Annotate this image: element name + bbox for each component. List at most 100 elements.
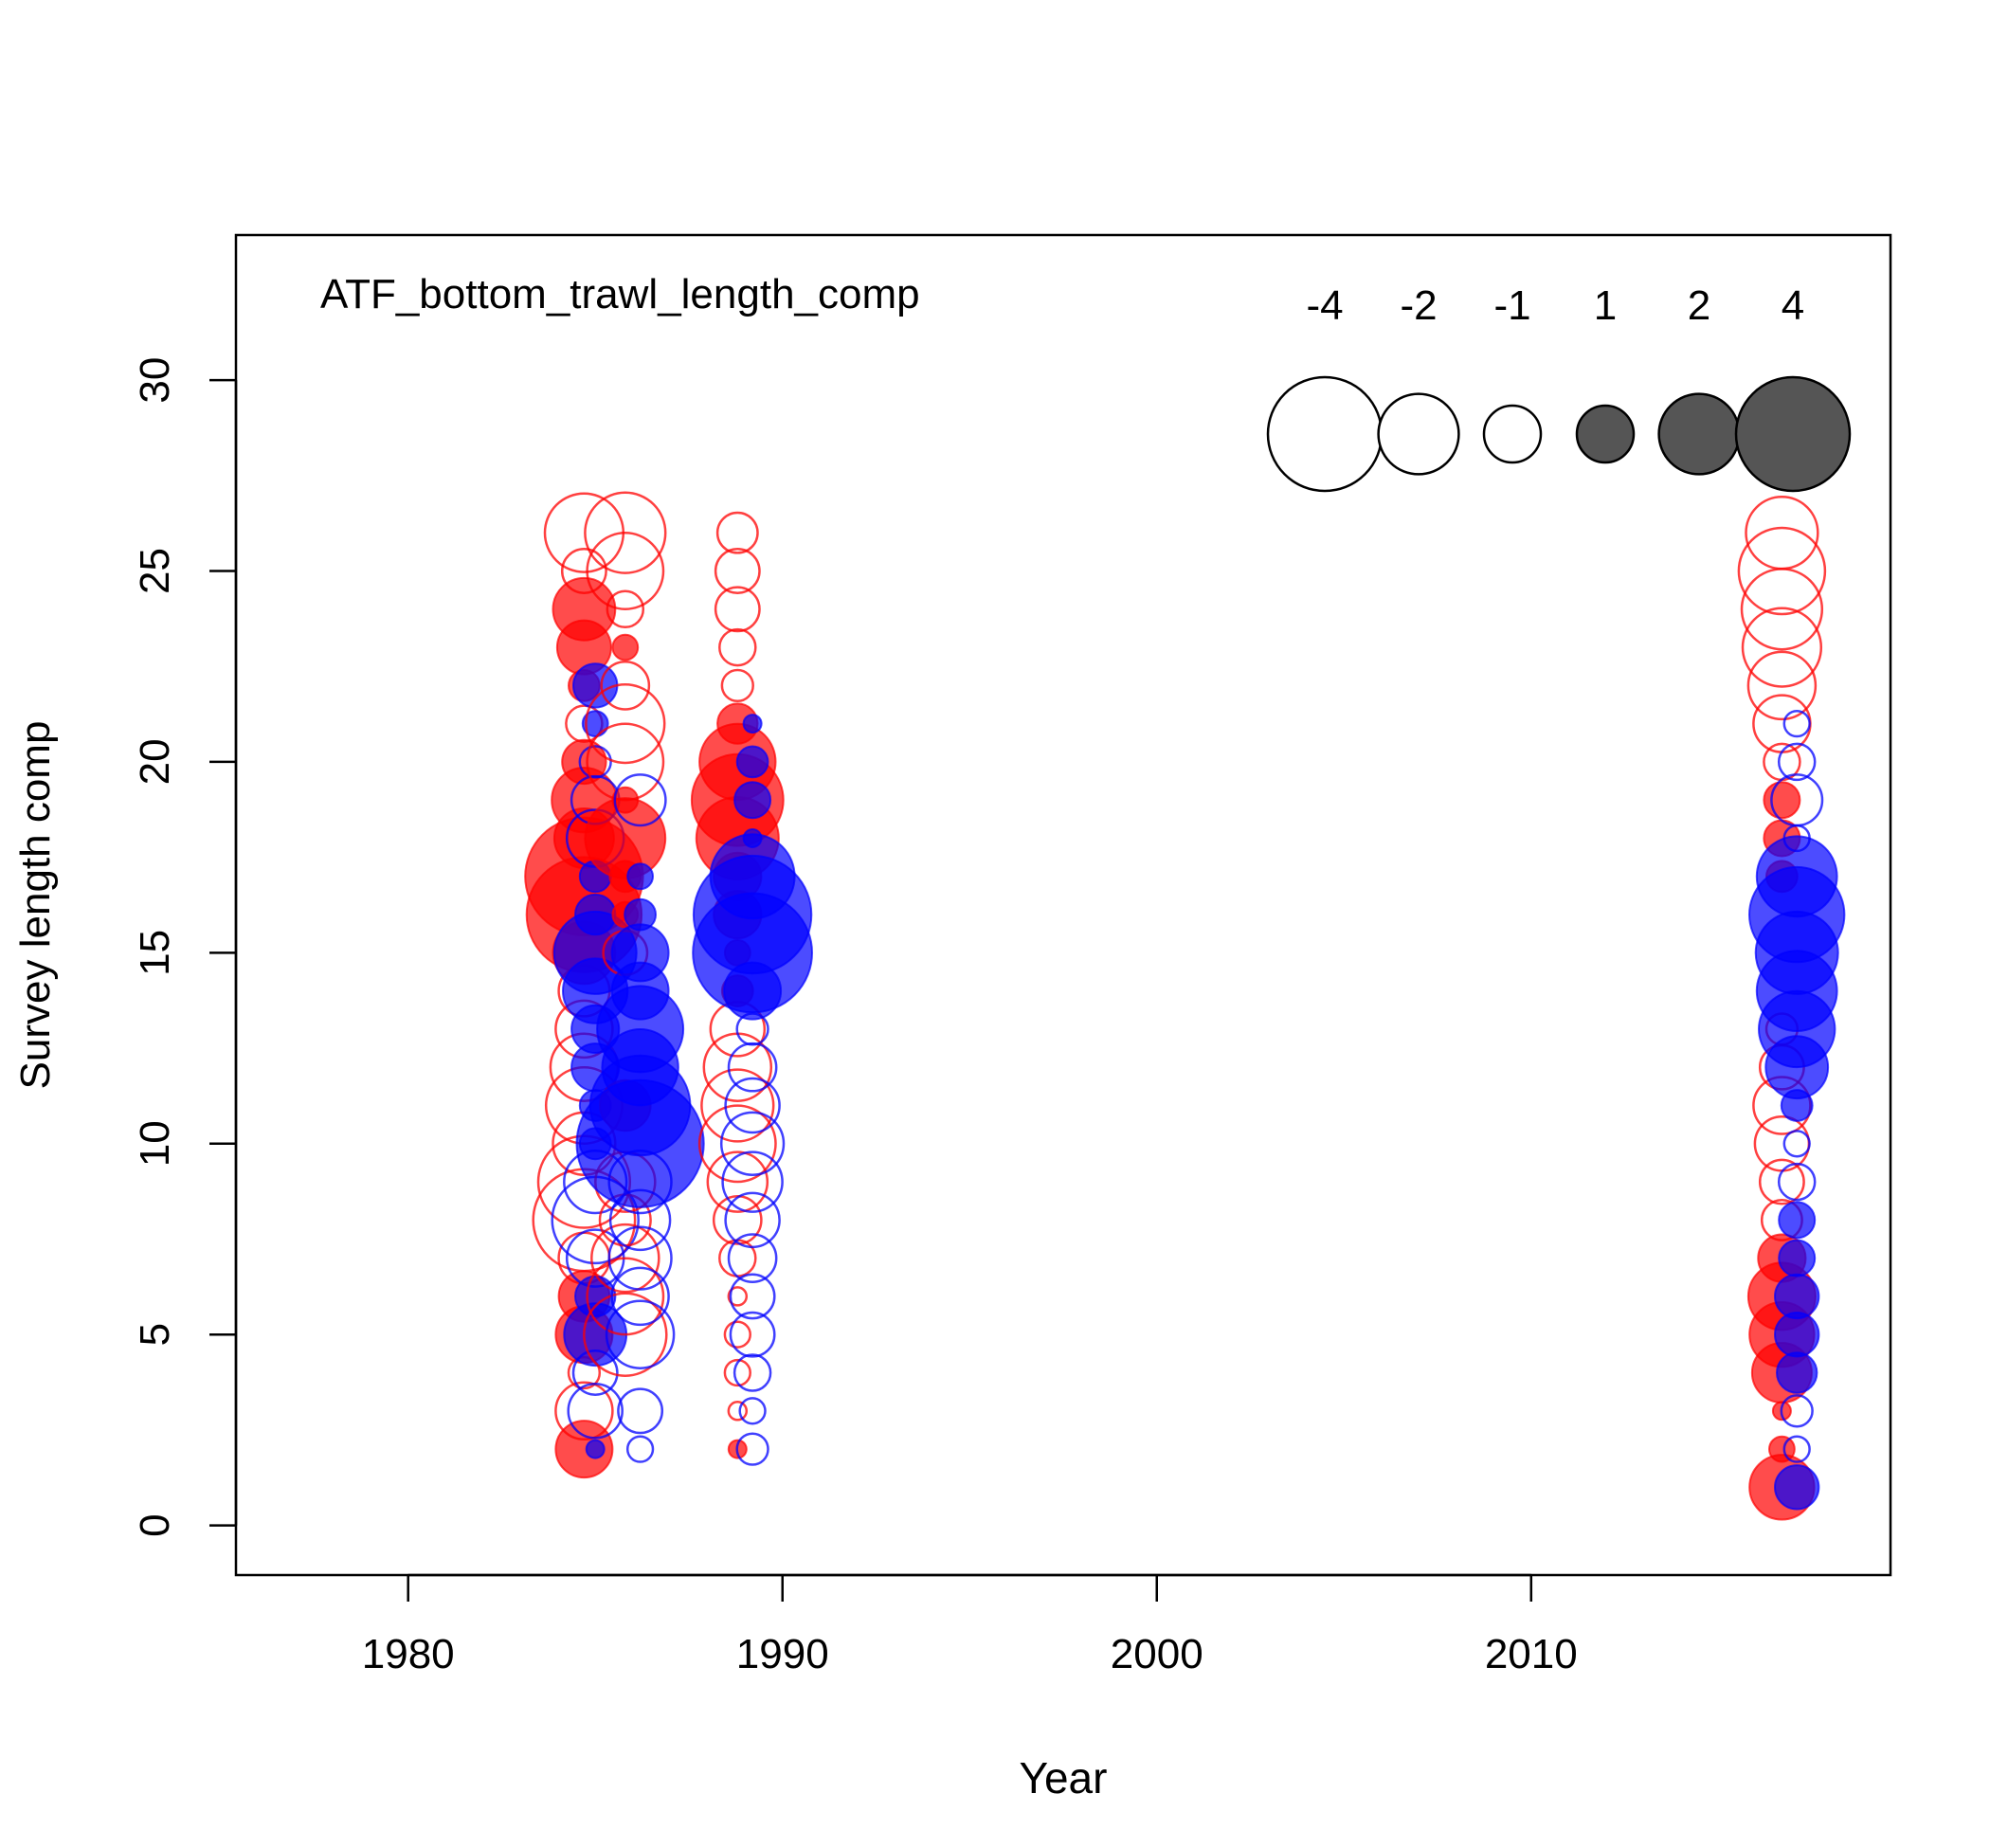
- female-bubble: [561, 738, 607, 786]
- male-bubble: [1782, 709, 1811, 738]
- female-bubble: [723, 1358, 751, 1387]
- x-axis: 1980 1990 2000 2010: [362, 1573, 1578, 1677]
- male-bubble: [724, 1191, 781, 1249]
- male-bubble: [735, 1432, 769, 1466]
- male-bubble: [727, 1233, 778, 1283]
- male-bubble: [1755, 835, 1838, 918]
- male-bubble: [742, 714, 763, 734]
- legend-label: 4: [1782, 282, 1804, 329]
- male-bubble: [572, 662, 619, 709]
- y-axis-label: Survey length comp: [12, 721, 59, 1090]
- male-bubble: [574, 893, 617, 936]
- male-bubble: [607, 1225, 673, 1291]
- male-bubble: [733, 1353, 772, 1392]
- male-bubble: [729, 1273, 776, 1320]
- male-bubble: [1778, 1201, 1817, 1240]
- male-bubble: [613, 773, 667, 827]
- male-series-2017.1: [1748, 709, 1846, 1511]
- male-bubble: [1774, 1464, 1820, 1511]
- male-bubble: [1782, 1130, 1811, 1158]
- male-bubble: [1776, 1351, 1818, 1394]
- female-bubble: [727, 1401, 749, 1422]
- legend: -4 -2 -1 1 2 4: [1266, 282, 1852, 493]
- male-bubble: [610, 923, 670, 983]
- x-tick-label: 2000: [1111, 1631, 1203, 1677]
- female-bubble: [1768, 1435, 1796, 1463]
- legend-label: 1: [1594, 282, 1617, 329]
- male-bubble: [567, 1383, 624, 1440]
- male-bubble: [1780, 1394, 1814, 1428]
- female-bubble: [718, 627, 757, 667]
- female-bubble: [590, 1223, 660, 1294]
- female-bubble: [714, 548, 761, 594]
- female-bubble: [727, 1286, 749, 1307]
- y-tick-label: 5: [132, 1323, 178, 1346]
- female-bubble: [552, 576, 617, 642]
- male-bubble: [1778, 1239, 1817, 1277]
- female-bubble: [720, 668, 754, 703]
- female-bubble: [697, 1104, 777, 1184]
- female-bubble: [1746, 650, 1818, 721]
- legend-label: -1: [1493, 282, 1530, 329]
- female-bubble: [723, 1320, 751, 1349]
- male-bubble: [719, 1111, 786, 1176]
- female-bubble: [611, 633, 640, 661]
- legend-label: -4: [1306, 282, 1343, 329]
- male-bubble: [625, 1435, 655, 1463]
- male-bubble: [742, 828, 763, 848]
- bubble-layer: [524, 491, 1846, 1521]
- x-tick-label: 1980: [362, 1631, 455, 1677]
- female-bubble: [560, 548, 607, 594]
- x-tick-label: 1990: [736, 1631, 829, 1677]
- legend-bubble: [1482, 404, 1543, 464]
- male-bubble: [1777, 742, 1817, 782]
- x-tick-label: 2010: [1485, 1631, 1578, 1677]
- male-bubble: [626, 862, 654, 891]
- female-bubble: [1745, 496, 1819, 571]
- male-bubble: [735, 745, 769, 779]
- y-axis: 0 5 10 15 20 25 30: [132, 357, 238, 1537]
- male-bubble: [1770, 773, 1824, 827]
- female-bubble: [554, 1381, 614, 1441]
- female-bubble: [606, 589, 645, 629]
- chart-title: ATF_bottom_trawl_length_comp: [320, 271, 920, 317]
- female-bubble: [586, 722, 665, 802]
- female-bubble: [1737, 526, 1827, 616]
- male-bubble: [610, 1266, 670, 1327]
- female-bubble: [586, 1257, 665, 1336]
- female-bubble: [714, 586, 761, 633]
- female-bubble: [600, 661, 651, 711]
- y-tick-label: 15: [132, 930, 178, 976]
- female-bubble: [715, 511, 759, 554]
- female-bubble: [1758, 1158, 1805, 1205]
- male-bubble: [721, 1150, 784, 1213]
- male-bubble: [733, 781, 772, 820]
- female-bubble: [1763, 781, 1801, 820]
- y-tick-label: 20: [132, 738, 178, 785]
- female-bubble: [583, 1292, 668, 1377]
- female-bubble: [586, 532, 665, 610]
- male-bubble: [624, 897, 657, 932]
- male-bubble: [1774, 1273, 1820, 1320]
- female-bubble: [700, 1068, 775, 1143]
- female-bubble: [584, 491, 667, 574]
- legend-bubble: [1377, 392, 1460, 476]
- male-bubble: [581, 710, 609, 737]
- legend-label: -2: [1400, 282, 1437, 329]
- x-axis-label: Year: [1020, 1753, 1108, 1803]
- y-tick-label: 25: [132, 548, 178, 594]
- legend-bubble: [1575, 404, 1636, 464]
- female-bubble: [585, 682, 666, 765]
- female-bubble: [1741, 607, 1823, 688]
- male-bubble: [729, 1311, 776, 1358]
- legend-bubble: [1734, 375, 1852, 493]
- male-bubble: [605, 1299, 676, 1369]
- male-bubble: [724, 1077, 781, 1134]
- y-tick-label: 10: [132, 1120, 178, 1167]
- male-bubble: [617, 1387, 664, 1435]
- male-bubble: [1782, 1435, 1811, 1463]
- male-series-1989.2: [692, 714, 813, 1466]
- legend-bubble: [1266, 375, 1384, 493]
- legend-bubble: [1657, 392, 1741, 476]
